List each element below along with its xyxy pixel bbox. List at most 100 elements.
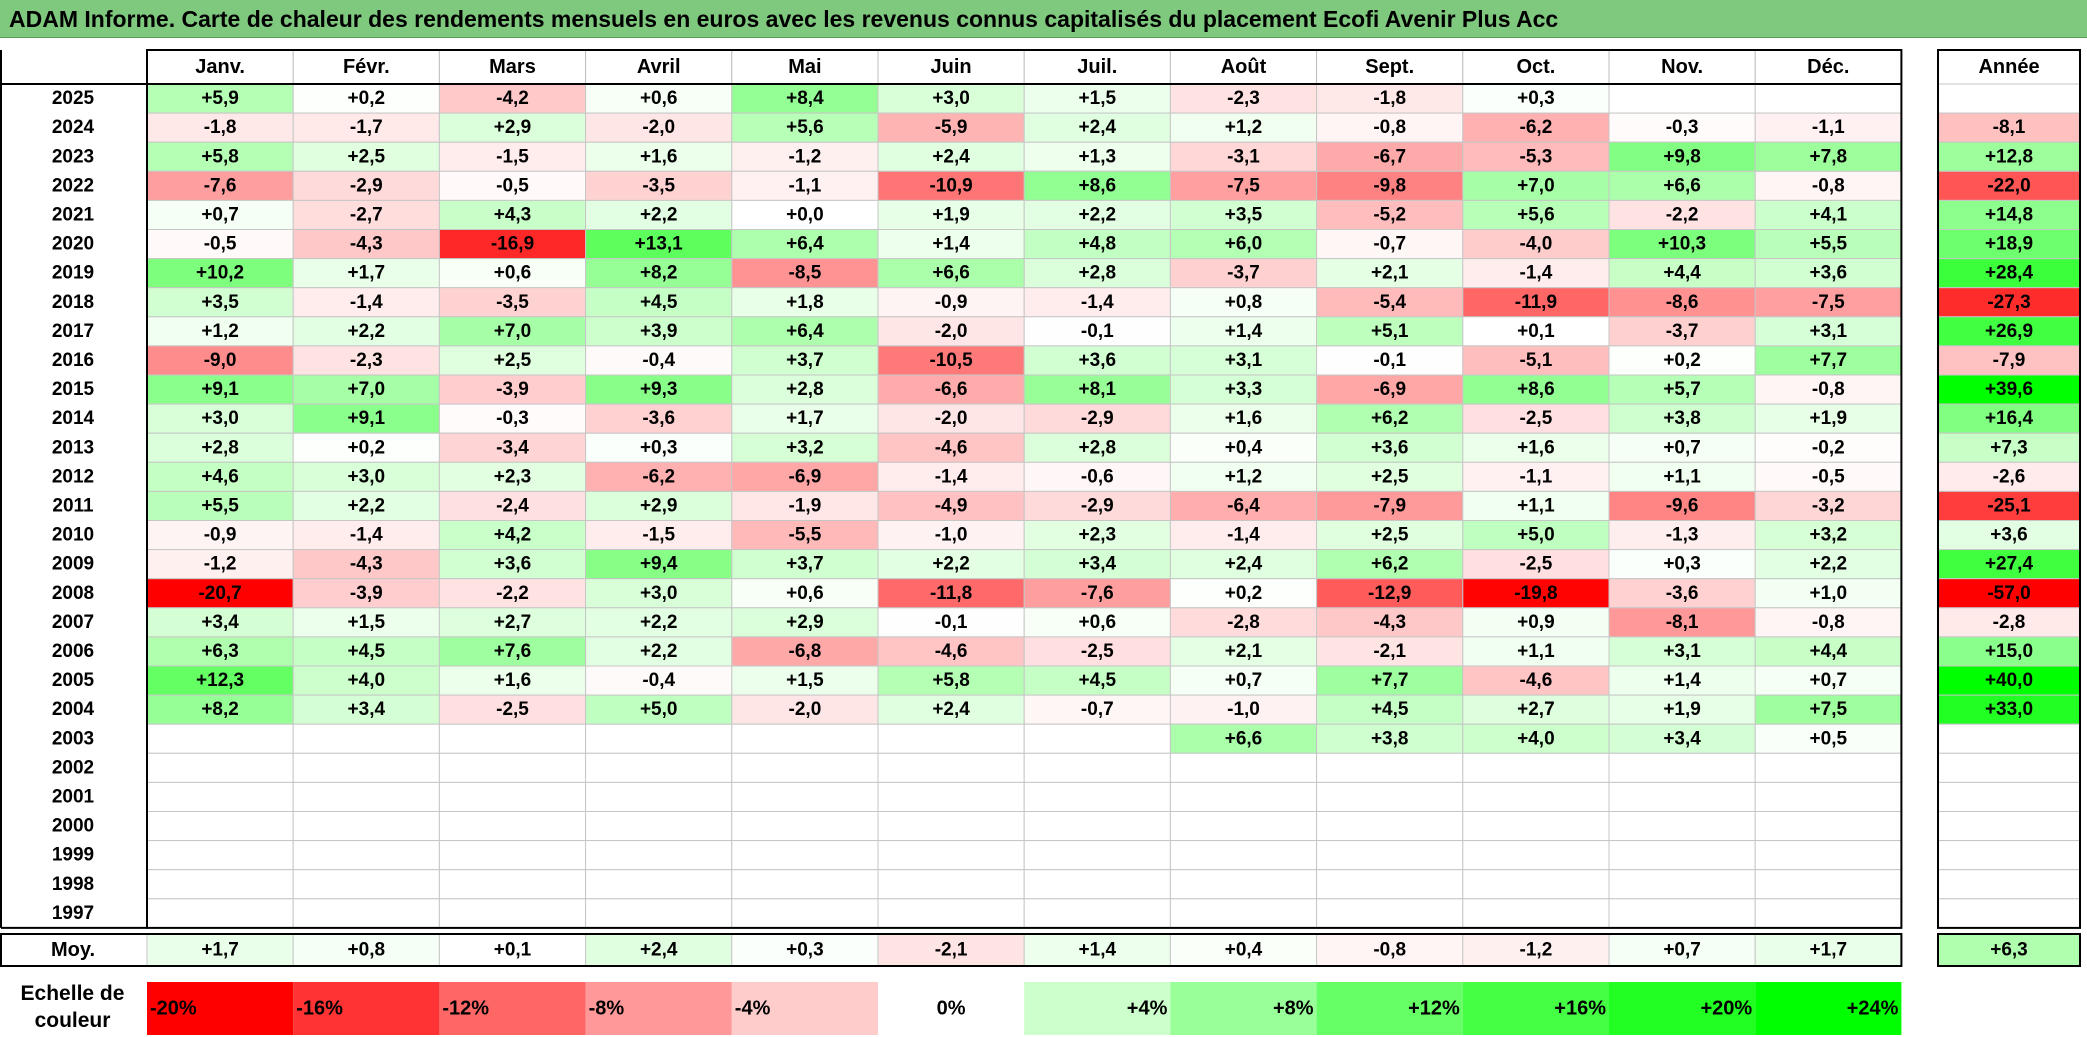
heatmap-cell	[585, 520, 733, 551]
heatmap-cell	[1316, 752, 1464, 783]
heatmap-cell	[1754, 432, 1902, 463]
annual-cell	[1937, 898, 2081, 929]
heatmap-cell	[1462, 840, 1610, 871]
cell-value-label: -7,6	[1081, 583, 1114, 604]
heatmap-cell	[1169, 723, 1318, 754]
cell-value-label: +2,4	[932, 146, 970, 167]
heatmap-cell	[1608, 898, 1756, 929]
cell-value-label: -19,8	[1514, 583, 1557, 604]
heatmap-cell	[1316, 898, 1464, 929]
cell-value-label: +3,8	[1371, 728, 1409, 749]
heatmap-cell	[292, 840, 440, 871]
cell-value-label: -20,7	[198, 583, 241, 604]
heatmap-cell	[1462, 403, 1610, 434]
cell-value-label: +0,7	[1810, 670, 1848, 691]
heatmap-cell	[292, 229, 440, 260]
heatmap-cell	[292, 258, 440, 289]
heatmap-cell	[1608, 811, 1756, 842]
color-scale-swatch	[878, 982, 1025, 1035]
heatmap-cell	[1023, 83, 1171, 114]
heatmap-cell	[877, 83, 1025, 114]
heatmap-cell	[1169, 898, 1318, 929]
cell-value-label: -0,1	[935, 612, 968, 633]
heatmap-cell	[1316, 432, 1464, 463]
heatmap-cell	[877, 723, 1025, 754]
average-value-label: +0,7	[1663, 940, 1701, 961]
cell-value-label: +7,0	[494, 321, 532, 342]
header-cell	[1608, 49, 1756, 85]
cell-value-label: -10,5	[929, 350, 973, 371]
color-scale-swatch	[147, 982, 294, 1035]
header-annual-label: Année	[1978, 56, 2039, 78]
cell-value-label: +8,6	[1079, 175, 1117, 196]
row-year-label: 2010	[52, 525, 94, 546]
cell-value-label: +7,5	[1810, 699, 1848, 720]
heatmap-cell	[877, 636, 1025, 667]
color-scale-label-line1: Echelle de	[20, 982, 125, 1005]
heatmap-cell	[1462, 432, 1610, 463]
color-scale-swatch	[293, 982, 440, 1035]
row-year-label: 2007	[52, 612, 94, 633]
cell-value-label: -1,5	[642, 525, 675, 546]
header-cell	[731, 49, 879, 85]
cell-value-label: -1,3	[1666, 525, 1699, 546]
cell-value-label: +5,8	[932, 670, 970, 691]
average-value-label: +2,4	[640, 940, 678, 961]
cell-value-label: +0,7	[1663, 437, 1701, 458]
annual-value-label: -57,0	[1987, 583, 2030, 604]
heatmap-cell	[146, 287, 294, 318]
cell-value-label: -3,4	[496, 437, 529, 458]
cell-value-label: +4,5	[1079, 670, 1117, 691]
row-year-label: 2017	[52, 321, 94, 342]
cell-value-label: +3,8	[1663, 408, 1701, 429]
average-cell	[585, 933, 733, 967]
cell-value-label: +1,9	[932, 204, 970, 225]
heatmap-cell	[1023, 374, 1171, 405]
cell-value-label: -3,6	[1666, 583, 1699, 604]
heatmap-cell	[1608, 461, 1756, 492]
cell-value-label: +0,2	[348, 88, 386, 109]
cell-value-label: +5,8	[201, 146, 239, 167]
cell-value-label: +9,4	[640, 554, 678, 575]
row-year-label: 2019	[52, 263, 94, 284]
heatmap-cell	[292, 461, 440, 492]
cell-value-label: +3,0	[348, 466, 386, 487]
heatmap-cell	[292, 345, 440, 376]
cell-value-label: +6,6	[932, 263, 970, 284]
heatmap-cell	[731, 345, 879, 376]
average-value-label: +0,4	[1225, 940, 1263, 961]
average-cell	[146, 933, 294, 967]
cell-value-label: -1,0	[1227, 699, 1260, 720]
heatmap-cell	[877, 520, 1025, 551]
heatmap-cell	[1462, 869, 1610, 900]
row-year-label: 2008	[52, 583, 94, 604]
cell-value-label: +2,3	[1079, 525, 1117, 546]
heatmap-cell	[1023, 752, 1171, 783]
heatmap-cell	[1023, 636, 1171, 667]
cell-value-label: +3,4	[1663, 728, 1701, 749]
cell-value-label: +7,7	[1810, 350, 1848, 371]
cell-value-label: +1,6	[640, 146, 678, 167]
heatmap-cell	[1316, 170, 1464, 201]
heatmap-cell	[292, 432, 440, 463]
cell-value-label: +2,5	[1371, 466, 1409, 487]
heatmap-cell	[438, 752, 587, 783]
cell-value-label: +3,5	[201, 292, 239, 313]
annual-cell	[1937, 869, 2081, 900]
heatmap-cell	[585, 170, 733, 201]
heatmap-cell	[731, 432, 879, 463]
color-scale-label: -8%	[589, 998, 625, 1020]
heatmap-cell	[585, 811, 733, 842]
cell-value-label: +2,7	[1517, 699, 1555, 720]
header-cell	[1937, 49, 2081, 85]
cell-value-label: +5,6	[786, 117, 824, 138]
cell-value-label: +5,0	[1517, 525, 1555, 546]
cell-value-label: -3,7	[1227, 263, 1260, 284]
heatmap-cell	[1608, 287, 1756, 318]
heatmap-cell	[731, 141, 879, 172]
heatmap-cell	[146, 83, 294, 114]
heatmap-cell	[1608, 694, 1756, 725]
heatmap-cell	[585, 490, 733, 521]
heatmap-cell	[1754, 752, 1902, 783]
